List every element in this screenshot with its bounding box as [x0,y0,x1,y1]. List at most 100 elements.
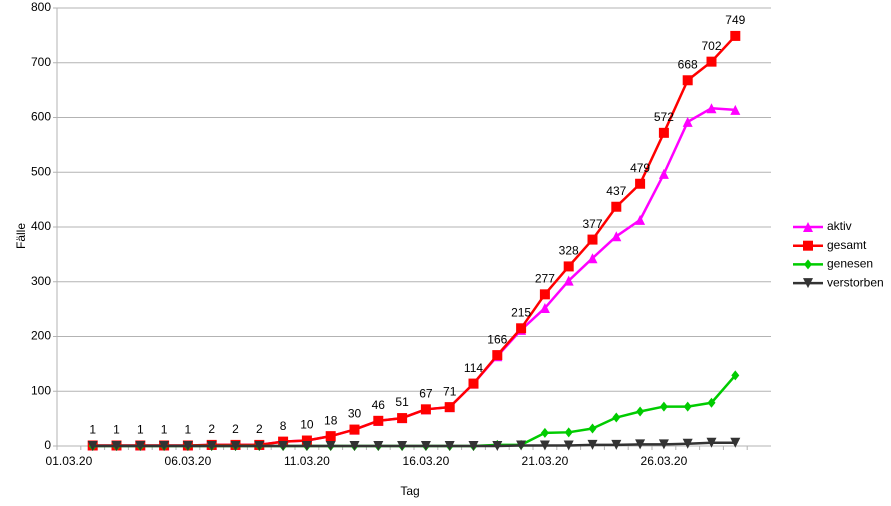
marker [587,253,598,264]
marker [373,415,384,426]
marker [540,427,549,438]
series-3 [87,437,741,451]
series-0 [87,103,741,451]
marker [420,404,431,415]
legend-label: aktiv [827,219,852,233]
data-label: 1 [113,423,120,437]
data-label: 1 [89,423,96,437]
marker [730,437,741,448]
marker [635,214,646,225]
marker [804,259,812,270]
marker [373,441,384,451]
marker [349,441,360,451]
series-2 [88,370,740,451]
marker [563,261,574,272]
data-label: 2 [256,422,263,436]
legend-label: verstorben [827,275,884,289]
marker [730,30,741,41]
data-label: 2 [208,422,215,436]
y-tick-label: 500 [31,164,51,178]
marker [803,278,813,289]
x-axis-label: Tag [400,484,419,498]
x-tick-label: 06.03.20 [165,454,212,468]
legend-label: genesen [827,257,873,271]
marker [563,440,574,451]
marker [444,402,455,413]
data-label: 1 [185,423,192,437]
data-label: 114 [464,361,483,375]
y-tick-label: 300 [31,274,51,288]
marker [612,412,621,423]
line [92,106,736,447]
marker [516,440,527,451]
y-tick-label: 800 [31,0,51,14]
marker [301,441,312,451]
marker [587,234,598,245]
marker [420,441,431,451]
x-tick-label: 16.03.20 [403,454,450,468]
marker [587,439,598,450]
data-label: 328 [559,244,579,258]
data-label: 215 [511,305,531,319]
data-label: 1 [137,423,144,437]
marker [278,441,289,451]
marker [706,56,717,67]
marker [325,441,336,451]
marker [682,75,693,86]
data-label: 8 [280,419,287,433]
marker [397,441,408,451]
marker [230,441,241,451]
marker [611,439,622,450]
y-tick-label: 200 [31,329,51,343]
marker [539,289,550,300]
data-label: 30 [348,407,362,421]
marker [492,441,503,451]
data-label: 668 [678,57,698,71]
marker [706,103,717,114]
data-label: 166 [487,332,507,346]
marker [492,350,503,361]
y-tick-label: 400 [31,219,51,233]
marker [468,378,479,389]
marker [682,438,693,449]
marker [730,104,741,115]
y-axis-label: Fälle [14,223,28,249]
marker [397,413,408,424]
data-label: 377 [582,217,602,231]
marker [803,240,813,251]
data-label: 702 [701,39,721,53]
marker [588,423,597,434]
data-label: 2 [232,422,239,436]
marker [254,441,265,451]
marker [683,401,692,412]
y-tick-label: 100 [31,383,51,397]
marker [325,431,336,442]
x-tick-label: 21.03.20 [522,454,569,468]
data-label: 71 [443,384,457,398]
line [92,35,737,447]
marker [111,441,122,451]
marker [182,441,193,451]
marker [159,441,170,451]
data-label: 1 [161,423,168,437]
x-tick-label: 01.03.20 [46,454,93,468]
data-label: 10 [300,418,314,432]
y-tick-label: 700 [31,55,51,69]
marker [135,441,146,451]
data-label: 572 [654,110,674,124]
data-label: 51 [395,395,409,409]
marker [611,201,622,212]
series-1: 1 1 1 1 1 2 2 2 8 10 18 30 46 51 67 71 114 166 215 277 32837… [87,13,746,451]
marker [803,222,813,232]
marker [564,427,573,438]
x-tick-label: 11.03.20 [284,454,330,468]
marker [635,439,646,450]
line [92,441,736,448]
data-label: 18 [324,413,338,427]
marker [659,401,668,412]
data-label: 46 [372,398,386,412]
marker [682,116,693,127]
marker [516,323,527,334]
marker [87,441,98,451]
